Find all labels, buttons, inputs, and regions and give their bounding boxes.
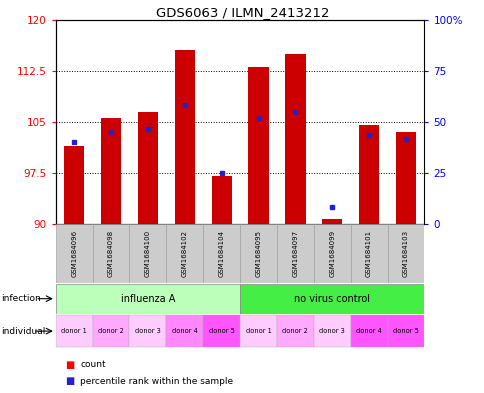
Text: donor 3: donor 3 (135, 328, 161, 334)
Bar (129, 224, 166, 283)
Bar (129, 315, 166, 347)
Text: donor 3: donor 3 (318, 328, 345, 334)
Bar (211, 176, 231, 224)
Bar (276, 224, 313, 283)
Bar (350, 315, 387, 347)
Bar (137, 112, 158, 224)
Bar (358, 125, 378, 224)
Text: influenza A: influenza A (121, 294, 175, 304)
Bar (248, 67, 268, 224)
Bar (240, 315, 276, 347)
Bar (203, 224, 240, 283)
Bar (321, 219, 342, 224)
Text: GDS6063 / ILMN_2413212: GDS6063 / ILMN_2413212 (155, 6, 329, 19)
Text: no virus control: no virus control (294, 294, 369, 304)
Text: ■: ■ (65, 360, 75, 370)
Bar (387, 224, 424, 283)
Bar (203, 315, 240, 347)
Text: GSM1684098: GSM1684098 (108, 230, 114, 277)
Bar (313, 315, 350, 347)
Text: GSM1684103: GSM1684103 (402, 230, 408, 277)
Bar (313, 224, 350, 283)
Text: donor 5: donor 5 (208, 328, 234, 334)
Bar (285, 54, 305, 224)
Bar (387, 315, 424, 347)
Text: GSM1684095: GSM1684095 (255, 230, 261, 277)
Text: ■: ■ (65, 376, 75, 386)
Bar (395, 132, 415, 224)
Text: donor 4: donor 4 (355, 328, 381, 334)
Bar (240, 224, 276, 283)
Text: donor 2: donor 2 (98, 328, 124, 334)
Text: GSM1684097: GSM1684097 (292, 230, 298, 277)
Bar (101, 118, 121, 224)
Bar (56, 315, 92, 347)
Text: donor 2: donor 2 (282, 328, 308, 334)
Bar (166, 224, 203, 283)
Text: GSM1684099: GSM1684099 (329, 230, 334, 277)
Text: donor 1: donor 1 (61, 328, 87, 334)
Text: percentile rank within the sample: percentile rank within the sample (80, 377, 233, 386)
Text: donor 5: donor 5 (392, 328, 418, 334)
Text: GSM1684101: GSM1684101 (365, 230, 371, 277)
Text: GSM1684100: GSM1684100 (145, 230, 151, 277)
Text: individual: individual (1, 327, 45, 336)
Text: GSM1684096: GSM1684096 (71, 230, 77, 277)
Bar (56, 284, 240, 314)
Text: GSM1684104: GSM1684104 (218, 230, 224, 277)
Text: donor 1: donor 1 (245, 328, 271, 334)
Bar (276, 315, 313, 347)
Bar (92, 315, 129, 347)
Bar (64, 146, 84, 224)
Text: GSM1684102: GSM1684102 (182, 230, 187, 277)
Bar (166, 315, 203, 347)
Bar (350, 224, 387, 283)
Text: count: count (80, 360, 106, 369)
Bar (240, 284, 424, 314)
Text: donor 4: donor 4 (171, 328, 197, 334)
Text: infection: infection (1, 294, 41, 303)
Bar (92, 224, 129, 283)
Bar (174, 50, 195, 224)
Bar (56, 224, 92, 283)
